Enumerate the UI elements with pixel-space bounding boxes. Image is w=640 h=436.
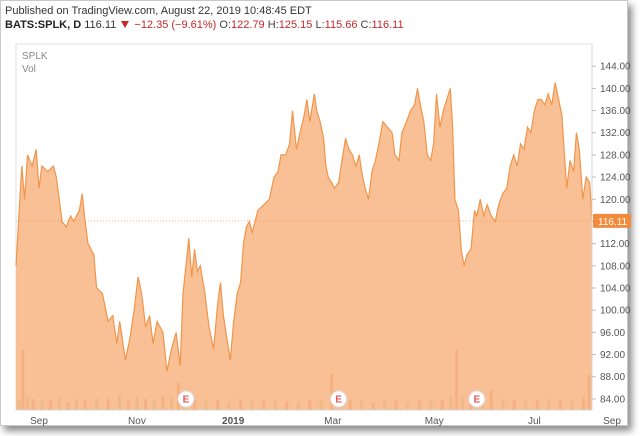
y-tick-label: 108.00 bbox=[600, 261, 631, 272]
price-axis: 144.00 140.00 136.00 132.00 128.00 124.00 120.… bbox=[592, 62, 631, 405]
price-area-fill bbox=[16, 82, 592, 411]
y-tick-label: 128.00 bbox=[600, 150, 631, 161]
x-tick-label: Jul bbox=[528, 416, 541, 427]
close-label: C: bbox=[360, 19, 372, 31]
y-tick-label: 84.00 bbox=[600, 394, 625, 405]
x-tick-label: 2019 bbox=[222, 416, 245, 427]
legend-symbol: SPLK bbox=[22, 51, 48, 62]
open-label: O: bbox=[219, 19, 232, 31]
y-tick-label: 96.00 bbox=[600, 328, 625, 339]
low-label: L: bbox=[315, 19, 325, 31]
x-tick-label: Mar bbox=[324, 416, 342, 427]
x-tick-label: Nov bbox=[128, 416, 146, 427]
ohlc-line: BATS:SPLK, D 116.11 −12.35 (−9.61%) O:12… bbox=[5, 18, 404, 32]
earnings-event-marker[interactable] bbox=[330, 390, 348, 408]
earnings-event-marker[interactable] bbox=[468, 390, 486, 408]
open-value: 122.79 bbox=[231, 19, 265, 31]
earnings-event-label: E bbox=[335, 395, 342, 406]
time-axis: Sep Nov 2019 Mar May Jul Sep bbox=[30, 416, 621, 427]
earnings-event-label: E bbox=[473, 395, 480, 406]
last-price-tag bbox=[593, 213, 631, 228]
y-tick-label: 88.00 bbox=[600, 372, 625, 383]
legend-volume: Vol bbox=[22, 64, 36, 75]
x-tick-label: May bbox=[425, 416, 444, 427]
y-tick-label: 144.00 bbox=[600, 62, 631, 73]
price-line bbox=[15, 82, 593, 372]
down-arrow-icon bbox=[121, 21, 130, 29]
x-tick-label: Sep bbox=[603, 416, 621, 427]
y-tick-label: 100.00 bbox=[600, 306, 631, 317]
price-area bbox=[15, 82, 593, 411]
y-tick-label: 120.00 bbox=[600, 195, 631, 206]
high-value: 125.15 bbox=[278, 19, 313, 31]
y-tick-label: 124.00 bbox=[600, 173, 631, 184]
published-line: Published on TradingView.com, August 22,… bbox=[5, 5, 312, 17]
high-label: H: bbox=[267, 19, 279, 31]
close-value: 116.11 bbox=[371, 19, 404, 31]
y-tick-label: 132.00 bbox=[600, 128, 631, 139]
price-change: −12.35 (−9.61%) bbox=[134, 19, 217, 31]
last-price: 116.11 bbox=[84, 19, 117, 31]
earnings-event-label: E bbox=[183, 395, 190, 406]
low-value: 115.66 bbox=[324, 19, 358, 31]
x-tick-label: Sep bbox=[30, 416, 48, 427]
last-price-tag-label: 116.11 bbox=[598, 217, 628, 228]
y-tick-label: 92.00 bbox=[600, 350, 625, 361]
earnings-event-marker[interactable] bbox=[177, 390, 195, 408]
y-tick-label: 140.00 bbox=[600, 84, 631, 95]
chart-header: Published on TradingView.com, August 22,… bbox=[5, 4, 404, 32]
y-tick-label: 104.00 bbox=[600, 284, 631, 295]
y-tick-label: 112.00 bbox=[600, 239, 630, 250]
y-tick-label: 136.00 bbox=[600, 106, 631, 117]
symbol-label: BATS:SPLK, D bbox=[5, 19, 82, 31]
